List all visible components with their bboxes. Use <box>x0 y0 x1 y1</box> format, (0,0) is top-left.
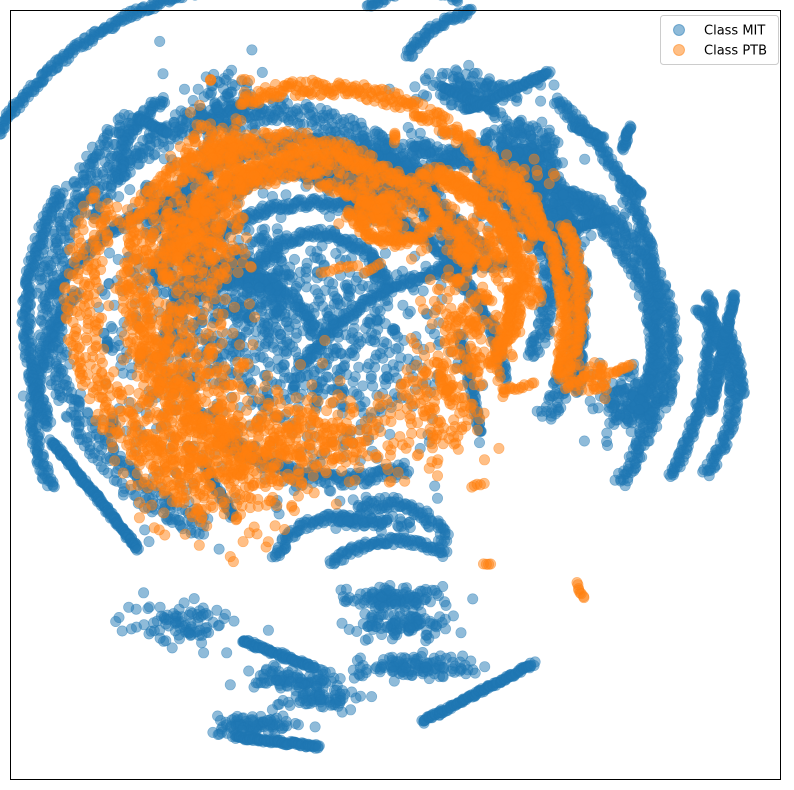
point-class-mit <box>325 557 337 569</box>
point-class-mit <box>53 394 65 406</box>
point-class-mit <box>99 156 111 168</box>
point-class-mit <box>41 421 53 433</box>
point-class-mit <box>266 551 278 563</box>
point-class-mit <box>48 481 60 493</box>
point-class-mit <box>702 289 714 301</box>
point-class-mit <box>44 288 56 300</box>
point-class-mit <box>551 92 563 104</box>
point-class-mit <box>0 128 6 140</box>
plot-points <box>0 0 750 754</box>
